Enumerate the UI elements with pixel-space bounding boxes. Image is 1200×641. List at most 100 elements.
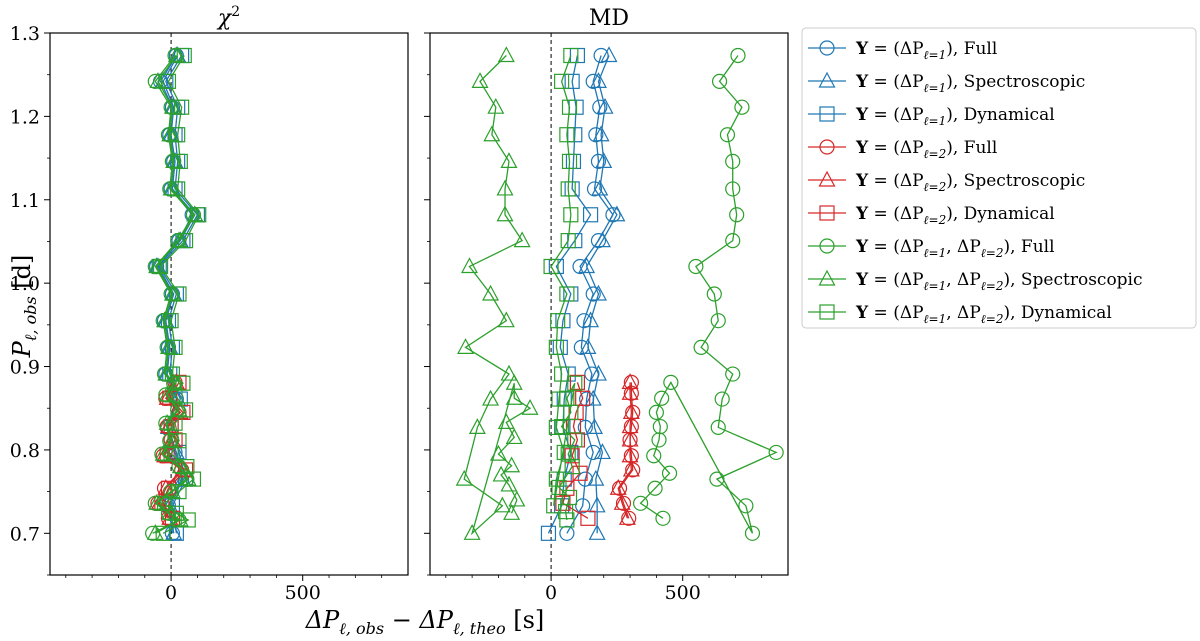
- data-point-circle: [730, 47, 746, 64]
- data-point-triangle: [500, 152, 518, 169]
- data-point-triangle: [487, 97, 505, 114]
- data-point-square: [172, 153, 188, 170]
- legend-entry: Y = (ΔPℓ=2), Spectroscopic: [808, 170, 1085, 194]
- data-point-circle: [155, 313, 171, 329]
- data-point-circle: [725, 366, 741, 382]
- data-point-circle: [592, 99, 608, 115]
- y-tick-label: 1.0: [10, 273, 40, 295]
- data-point-square: [176, 47, 192, 64]
- data-point-triangle: [622, 460, 640, 477]
- data-point-square: [559, 286, 575, 302]
- series-7: [455, 46, 539, 540]
- data-point-square: [163, 446, 179, 462]
- data-point-triangle: [158, 413, 176, 430]
- data-point-triangle: [457, 338, 475, 354]
- legend-marker-circle: [819, 238, 835, 254]
- data-point-circle: [625, 462, 641, 478]
- y-axis-label: Pℓ, obs [d]: [8, 255, 40, 359]
- data-point-square: [540, 525, 557, 541]
- legend-label: Y = (ΔPℓ=1, ΔPℓ=2), Full: [855, 237, 1055, 260]
- data-point-triangle: [513, 231, 531, 248]
- data-point-triangle: [163, 97, 181, 114]
- data-point-triangle: [508, 490, 526, 507]
- data-point-triangle: [171, 510, 189, 527]
- data-point-triangle: [179, 469, 197, 486]
- data-point-square: [160, 73, 177, 89]
- data-point-triangle: [608, 205, 626, 222]
- data-point-square: [174, 99, 190, 115]
- panel-chi2: 0 500 0.7 0.8 0.9 1.0 1.1 1.2 1.3 χ2: [10, 4, 409, 604]
- legend-entry: Y = (ΔPℓ=2), Dynamical: [808, 204, 1055, 227]
- data-point-square: [559, 512, 575, 528]
- data-point-triangle: [460, 257, 478, 274]
- legend-marker-triangle: [818, 170, 836, 187]
- legend-label: Y = (ΔPℓ=2), Full: [855, 138, 997, 161]
- data-point-circle: [621, 510, 637, 526]
- data-point-triangle: [593, 443, 611, 460]
- data-point-square: [175, 375, 191, 391]
- data-point-circle: [160, 127, 177, 143]
- data-point-circle: [156, 366, 173, 382]
- data-point-square: [164, 366, 181, 382]
- series-line: [159, 55, 200, 534]
- data-point-square: [560, 233, 576, 249]
- series-line: [639, 55, 778, 534]
- x-tick-label: 0: [545, 582, 557, 604]
- data-point-square: [557, 504, 574, 520]
- data-point-circle: [162, 181, 178, 197]
- data-point-circle: [734, 99, 750, 115]
- data-point-square: [563, 207, 579, 223]
- data-point-square: [177, 233, 194, 249]
- legend-label: Y = (ΔPℓ=2), Spectroscopic: [855, 171, 1085, 194]
- x-tick-label: 0: [165, 582, 177, 604]
- data-point-square: [548, 339, 564, 355]
- legend-label: Y = (ΔPℓ=1), Full: [855, 39, 997, 62]
- legend: Y = (ΔPℓ=1), Full Y = (ΔPℓ=1), Spectrosco…: [801, 27, 1197, 329]
- data-point-triangle: [588, 524, 606, 540]
- data-point-triangle: [521, 398, 539, 415]
- data-point-square: [561, 99, 578, 115]
- legend-entry: Y = (ΔPℓ=1), Spectroscopic: [808, 71, 1085, 95]
- data-point-triangle: [492, 465, 510, 482]
- data-point-square: [152, 258, 169, 275]
- legend-label: Y = (ΔPℓ=1, ΔPℓ=2), Spectroscopic: [855, 270, 1143, 293]
- data-point-circle: [575, 498, 591, 514]
- data-point-square: [546, 498, 562, 514]
- y-tick-label: 0.7: [10, 523, 40, 545]
- y-tick-label: 0.9: [10, 357, 40, 379]
- data-point-circle: [593, 47, 609, 64]
- data-point-circle: [648, 404, 664, 420]
- data-point-square: [567, 375, 583, 391]
- data-point-square: [551, 391, 567, 407]
- legend-label: Y = (ΔPℓ=2), Dynamical: [855, 204, 1055, 227]
- y-tick-label: 1.3: [10, 23, 40, 45]
- data-point-circle: [655, 510, 671, 526]
- data-point-circle: [585, 444, 601, 461]
- legend-marker-square: [819, 205, 835, 221]
- data-point-triangle: [578, 257, 596, 274]
- data-point-triangle: [622, 403, 640, 419]
- data-point-square: [554, 73, 570, 89]
- data-point-circle: [585, 73, 601, 89]
- data-point-triangle: [500, 475, 518, 492]
- data-point-triangle: [503, 504, 521, 520]
- data-point-square: [563, 47, 579, 64]
- legend-frame: [801, 27, 1197, 329]
- data-point-circle: [615, 495, 632, 511]
- data-point-triangle: [497, 46, 515, 63]
- data-point-triangle: [582, 311, 600, 328]
- data-point-circle: [688, 258, 704, 275]
- data-point-triangle: [154, 444, 172, 461]
- data-point-circle: [647, 480, 663, 496]
- y-tick-label: 1.1: [10, 190, 40, 212]
- data-point-triangle: [497, 413, 515, 430]
- legend-label: Y = (ΔPℓ=1), Dynamical: [855, 105, 1055, 128]
- series-8: [152, 47, 207, 541]
- data-point-circle: [738, 498, 754, 514]
- data-point-square: [167, 387, 183, 403]
- data-point-triangle: [468, 418, 486, 435]
- data-point-triangle: [482, 389, 500, 406]
- data-point-square: [191, 207, 207, 223]
- plot-frame: [49, 32, 409, 576]
- data-point-circle: [725, 153, 741, 170]
